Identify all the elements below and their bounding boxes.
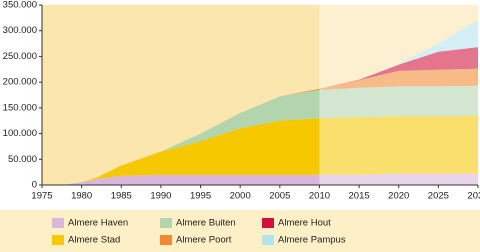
legend-label: Almere Poort bbox=[176, 235, 232, 246]
x-tick-label: 2025 bbox=[428, 191, 449, 202]
legend-label: Almere Buiten bbox=[176, 218, 236, 229]
legend-swatch bbox=[262, 218, 274, 228]
legend-label: Almere Haven bbox=[68, 218, 128, 229]
y-tick-label: 350.000 bbox=[3, 0, 37, 11]
x-tick-label: 1975 bbox=[31, 191, 52, 202]
x-tick-label: 2020 bbox=[388, 191, 409, 202]
legend-swatch bbox=[52, 235, 64, 245]
legend-label: Almere Stad bbox=[68, 235, 120, 246]
x-tick-label: 2030 bbox=[467, 191, 480, 202]
y-tick-label: 0 bbox=[32, 180, 37, 191]
y-tick-label: 100.000 bbox=[3, 128, 37, 139]
forecast-shade bbox=[319, 5, 478, 185]
area bbox=[49, 47, 478, 185]
y-tick-label: 250.000 bbox=[3, 51, 37, 62]
legend-swatch bbox=[160, 235, 172, 245]
area bbox=[49, 68, 478, 185]
y-tick-label: 50.000 bbox=[8, 154, 37, 165]
legend-background bbox=[0, 210, 480, 252]
legend-swatch bbox=[160, 218, 172, 228]
x-tick-label: 2000 bbox=[230, 191, 251, 202]
legend-swatch bbox=[52, 218, 64, 228]
legend-label: Almere Pampus bbox=[278, 235, 346, 246]
x-tick-label: 1990 bbox=[150, 191, 171, 202]
x-tick-label: 2005 bbox=[269, 191, 290, 202]
x-tick-label: 1985 bbox=[111, 191, 132, 202]
legend-label: Almere Hout bbox=[278, 218, 331, 229]
y-tick-label: 200.000 bbox=[3, 77, 37, 88]
area bbox=[49, 115, 478, 185]
area bbox=[49, 85, 478, 185]
x-tick-label: 1995 bbox=[190, 191, 211, 202]
y-tick-label: 300.000 bbox=[3, 25, 37, 36]
legend-swatch bbox=[262, 235, 274, 245]
x-tick-label: 2010 bbox=[309, 191, 330, 202]
area bbox=[49, 173, 478, 185]
x-tick-label: 1980 bbox=[71, 191, 92, 202]
y-tick-label: 150.000 bbox=[3, 102, 37, 113]
x-tick-label: 2015 bbox=[349, 191, 370, 202]
